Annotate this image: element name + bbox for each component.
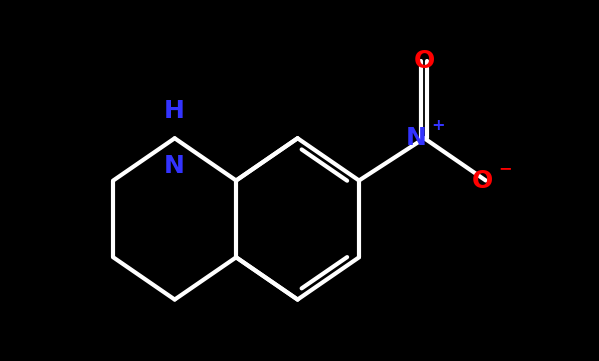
Text: N: N (164, 154, 185, 178)
Text: O: O (471, 169, 492, 192)
Text: O: O (414, 49, 435, 73)
Text: N: N (406, 126, 427, 150)
Text: H: H (164, 99, 185, 123)
Text: −: − (498, 161, 512, 177)
Text: +: + (431, 118, 445, 134)
